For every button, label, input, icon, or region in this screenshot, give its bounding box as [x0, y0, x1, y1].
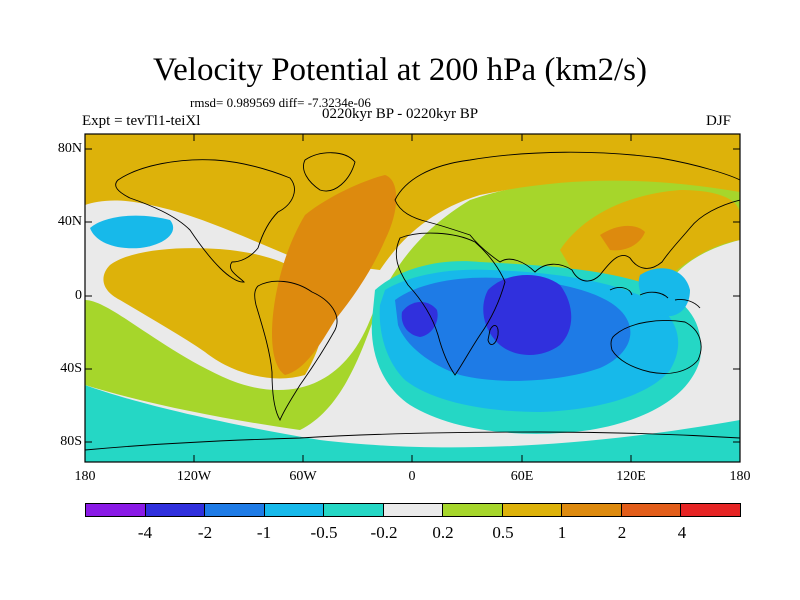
lon-tick-60w: 60W: [289, 469, 317, 484]
colorbar-label-6: 0.2: [432, 523, 454, 542]
lon-tick-0: 0: [408, 469, 416, 484]
colorbar-box-3: [205, 504, 265, 516]
colorbar-label-9: 2: [617, 523, 627, 542]
colorbar-label-3: -1: [256, 523, 272, 542]
colorbar-label-4: -0.5: [310, 523, 338, 542]
coast-south-america: [254, 280, 338, 422]
colorbar-label-8: 1: [557, 523, 567, 542]
coast-eurasia: [394, 151, 740, 282]
coastlines: [85, 151, 740, 451]
colorbar-box-10: [621, 504, 682, 516]
lat-tick-80n: 80N: [57, 141, 82, 156]
experiment-label: Expt = tevTl1-teiXl: [82, 113, 201, 129]
field-slight-negative-south: [85, 385, 740, 462]
colorbar-label-2: -2: [197, 523, 213, 542]
colorbar-label-7: 0.5: [492, 523, 514, 542]
colorbar-box-8: [502, 504, 563, 516]
field-positive-north: [85, 134, 740, 270]
colorbar-box-2: [145, 504, 206, 516]
coast-maritime-continent: [609, 287, 701, 309]
coast-australia: [610, 320, 702, 374]
contour-field: [85, 134, 740, 462]
colorbar-label-10: 4: [677, 523, 687, 542]
colorbar-label-5: -0.2: [370, 523, 398, 542]
coast-africa: [395, 232, 506, 376]
lon-tick-180w: 180: [74, 469, 96, 484]
lat-tick-40n: 40N: [57, 214, 82, 229]
colorbar-box-9: [562, 504, 622, 516]
colorbar: [85, 503, 741, 517]
field-positive-pacific: [103, 248, 325, 379]
colorbar-label-1: -4: [137, 523, 153, 542]
colorbar-box-1: [86, 504, 146, 516]
field-strong-positive-asia: [600, 225, 645, 251]
field-weak-negative-npacific: [90, 215, 174, 249]
lon-tick-120e: 120E: [616, 469, 646, 484]
colorbar-box-4: [264, 504, 325, 516]
field-weak-negative-pacific: [638, 268, 690, 317]
lat-tick-40s: 40S: [60, 361, 82, 376]
colorbar-box-11: [681, 504, 741, 516]
lon-tick-60e: 60E: [510, 469, 534, 484]
field-strong-positive-atlantic: [272, 175, 397, 375]
coast-greenland: [303, 152, 356, 192]
season-label: DJF: [706, 113, 732, 129]
colorbar-box-7: [443, 504, 503, 516]
colorbar-box-6: [383, 504, 444, 516]
field-strong-negative-indian: [483, 274, 572, 356]
lat-tick-0: 0: [75, 288, 82, 303]
lon-tick-180e: 180: [729, 469, 751, 484]
coast-north-america: [115, 159, 295, 283]
stats-label: rmsd= 0.989569 diff= -7.3234e-06: [190, 95, 371, 110]
lat-tick-80s: 80S: [60, 434, 82, 449]
field-positive-spacific: [200, 266, 229, 289]
coast-antarctica: [85, 431, 740, 451]
colorbar-box-5: [324, 504, 384, 516]
field-positive-asia: [560, 190, 740, 285]
figure-title: Velocity Potential at 200 hPa (km2/s): [152, 52, 648, 88]
coast-madagascar: [487, 324, 499, 346]
field-strong-negative-africa: [401, 301, 438, 337]
period-label: 0220kyr BP - 0220kyr BP: [322, 106, 479, 122]
lon-tick-120w: 120W: [176, 469, 212, 484]
tick-marks: [85, 134, 740, 462]
